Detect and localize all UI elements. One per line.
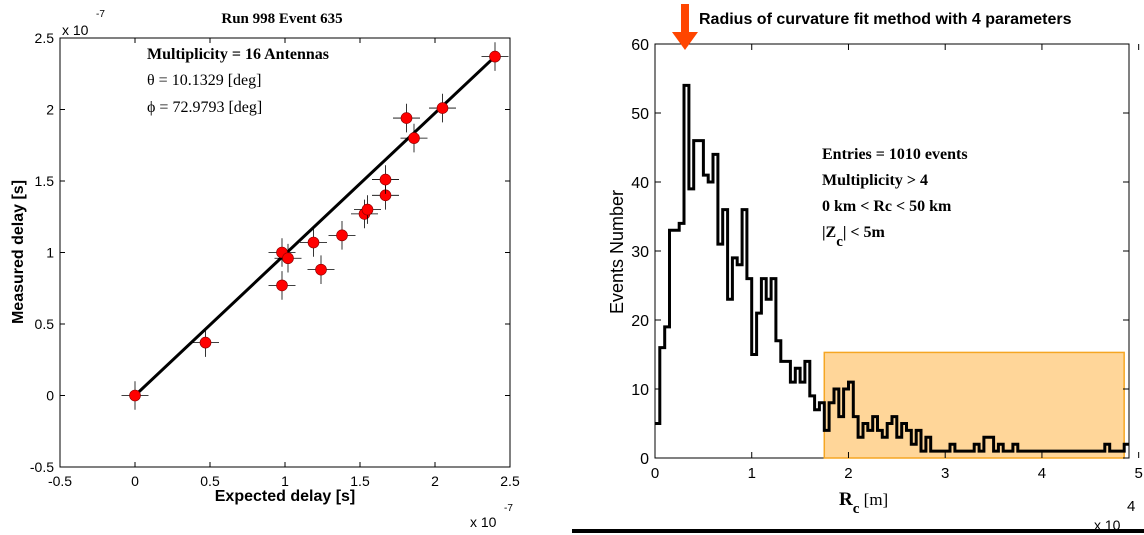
y-axis-label: Measured delay [s] bbox=[10, 180, 27, 324]
histogram-line bbox=[655, 83, 1129, 453]
y-tick-label: 0 bbox=[640, 451, 649, 468]
data-point bbox=[315, 263, 327, 276]
x-tick-label: 1 bbox=[281, 473, 289, 489]
y-axis-label: Events Number bbox=[607, 190, 627, 314]
y-tick-label: 50 bbox=[631, 106, 649, 123]
highlight-region bbox=[823, 351, 1125, 459]
x-tick-label: 5 bbox=[1135, 465, 1143, 482]
x-tick-label: 2 bbox=[844, 465, 852, 482]
y-tick-label: 0 bbox=[46, 388, 54, 404]
y-tick-label: 0.5 bbox=[35, 316, 55, 332]
annotation-text: |Zc| < 5m bbox=[822, 224, 886, 250]
x-multiplier: x 10 bbox=[1094, 517, 1121, 533]
x-exponent: 4 bbox=[1127, 498, 1135, 515]
y-tick-label: -0.5 bbox=[30, 459, 54, 475]
y-tick-label: 2.5 bbox=[35, 30, 55, 46]
x-multiplier: x 10 bbox=[470, 514, 497, 530]
y-tick-label: 2 bbox=[46, 102, 54, 118]
arrow-shaft bbox=[680, 4, 689, 34]
x-tick-label: 1.5 bbox=[350, 473, 370, 489]
annotation-text: θ = 10.1329 [deg] bbox=[147, 72, 261, 89]
x-tick-label: 2 bbox=[431, 473, 439, 489]
x-tick-label: 4 bbox=[1038, 465, 1046, 482]
annotation-text: 0 km < Rc < 50 km bbox=[822, 198, 952, 215]
chart-title: Run 998 Event 635 bbox=[221, 11, 342, 27]
y-tick-label: 10 bbox=[631, 382, 649, 399]
x-exponent: -7 bbox=[504, 503, 513, 514]
data-point bbox=[400, 112, 413, 124]
arrow-head bbox=[671, 32, 698, 50]
data-point bbox=[336, 229, 348, 242]
x-axis-label: Rc [m] bbox=[839, 489, 888, 517]
data-point bbox=[276, 279, 288, 292]
x-tick-label: 2.5 bbox=[500, 473, 520, 489]
y-tick-label: 1 bbox=[46, 245, 54, 261]
data-point bbox=[129, 389, 141, 402]
data-point bbox=[436, 102, 449, 114]
x-tick-label: -0.5 bbox=[48, 473, 72, 489]
y-tick-label: 1.5 bbox=[35, 173, 55, 189]
data-point bbox=[282, 252, 294, 265]
data-point bbox=[408, 132, 420, 144]
y-multiplier: x 10 bbox=[62, 22, 89, 38]
y-tick-label: 40 bbox=[631, 175, 649, 192]
x-tick-label: 0 bbox=[131, 473, 139, 489]
delay-scatter-chart: -0.5 0 0.5 1 1.5 2 2.5 -0.5 0 0.5 1 1.5 2 2.5 x 10 -7 x … bbox=[10, 9, 520, 530]
x-tick-label: 0.5 bbox=[200, 473, 220, 489]
annotation-text: ϕ = 72.9793 [deg] bbox=[147, 99, 262, 116]
y-tick-label: 20 bbox=[631, 313, 649, 330]
x-tick-label: 0 bbox=[651, 465, 659, 482]
annotation-text: Entries = 1010 events bbox=[822, 146, 968, 163]
data-point bbox=[307, 236, 320, 249]
data-point bbox=[361, 203, 374, 216]
data-point bbox=[489, 50, 501, 63]
data-point bbox=[379, 173, 392, 186]
annotation-text: Multiplicity = 16 Antennas bbox=[147, 46, 329, 63]
y-tick-label: 60 bbox=[631, 37, 649, 54]
x-tick-label: 1 bbox=[748, 465, 756, 482]
x-tick-label: 3 bbox=[941, 465, 949, 482]
y-exponent: -7 bbox=[96, 9, 105, 20]
fit-line bbox=[133, 55, 497, 397]
annotation-text: Multiplicity > 4 bbox=[822, 172, 928, 189]
x-axis-label: Expected delay [s] bbox=[215, 488, 356, 505]
y-tick-label: 30 bbox=[631, 244, 649, 261]
data-point bbox=[199, 336, 212, 349]
chart-title: Radius of curvature fit method with 4 pa… bbox=[699, 11, 1072, 28]
